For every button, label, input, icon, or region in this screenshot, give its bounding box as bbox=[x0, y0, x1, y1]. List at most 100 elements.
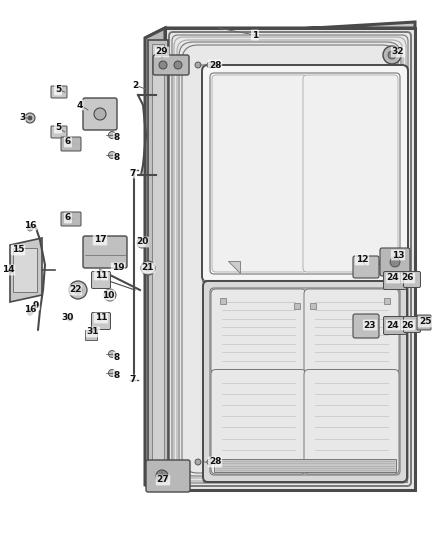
FancyBboxPatch shape bbox=[403, 317, 420, 333]
FancyBboxPatch shape bbox=[210, 73, 400, 274]
Bar bbox=[384, 459, 390, 465]
Text: 4: 4 bbox=[77, 101, 83, 109]
Text: 29: 29 bbox=[155, 47, 168, 56]
Text: 16: 16 bbox=[24, 305, 36, 314]
FancyBboxPatch shape bbox=[417, 315, 431, 330]
Text: 24: 24 bbox=[387, 320, 399, 329]
FancyBboxPatch shape bbox=[212, 75, 307, 272]
Circle shape bbox=[74, 286, 82, 294]
Text: 12: 12 bbox=[356, 255, 368, 264]
Circle shape bbox=[69, 281, 87, 299]
Text: 24: 24 bbox=[387, 273, 399, 282]
Circle shape bbox=[33, 302, 39, 308]
FancyBboxPatch shape bbox=[203, 281, 407, 482]
Text: 5: 5 bbox=[55, 85, 61, 94]
FancyBboxPatch shape bbox=[202, 65, 408, 282]
Circle shape bbox=[67, 315, 73, 321]
Text: 23: 23 bbox=[364, 320, 376, 329]
FancyBboxPatch shape bbox=[384, 271, 406, 289]
Bar bbox=[148, 40, 168, 485]
FancyBboxPatch shape bbox=[211, 369, 306, 474]
Circle shape bbox=[28, 116, 32, 120]
Bar bbox=[203, 66, 407, 482]
Text: 31: 31 bbox=[87, 327, 99, 336]
Circle shape bbox=[159, 61, 167, 69]
FancyBboxPatch shape bbox=[146, 460, 190, 492]
FancyBboxPatch shape bbox=[304, 289, 399, 374]
Text: 17: 17 bbox=[94, 236, 106, 245]
Circle shape bbox=[11, 266, 18, 273]
Text: 27: 27 bbox=[157, 475, 170, 484]
Circle shape bbox=[156, 470, 168, 482]
Bar bbox=[214, 459, 396, 472]
Text: 7: 7 bbox=[130, 168, 136, 177]
FancyBboxPatch shape bbox=[92, 312, 110, 329]
Polygon shape bbox=[10, 238, 42, 302]
Circle shape bbox=[109, 369, 116, 376]
Circle shape bbox=[195, 62, 201, 68]
Text: 6: 6 bbox=[65, 138, 71, 147]
Text: 8: 8 bbox=[114, 154, 120, 163]
Bar bbox=[152, 44, 164, 481]
FancyBboxPatch shape bbox=[61, 212, 81, 226]
Text: 9: 9 bbox=[33, 301, 39, 310]
Text: 25: 25 bbox=[419, 318, 431, 327]
Polygon shape bbox=[370, 261, 382, 273]
FancyBboxPatch shape bbox=[211, 289, 306, 374]
FancyBboxPatch shape bbox=[83, 98, 117, 130]
FancyBboxPatch shape bbox=[153, 55, 189, 75]
Circle shape bbox=[107, 293, 113, 297]
Circle shape bbox=[27, 225, 33, 231]
Text: 14: 14 bbox=[2, 265, 14, 274]
Circle shape bbox=[109, 351, 116, 358]
FancyBboxPatch shape bbox=[353, 314, 379, 338]
Text: 11: 11 bbox=[95, 271, 107, 279]
Circle shape bbox=[390, 257, 400, 267]
Text: 26: 26 bbox=[402, 273, 414, 282]
Circle shape bbox=[145, 265, 151, 271]
Text: 11: 11 bbox=[95, 313, 107, 322]
Text: 22: 22 bbox=[69, 286, 81, 295]
Circle shape bbox=[141, 261, 155, 275]
Text: 28: 28 bbox=[209, 61, 221, 69]
Circle shape bbox=[174, 61, 182, 69]
Text: 3: 3 bbox=[19, 114, 25, 123]
Polygon shape bbox=[145, 22, 415, 38]
Text: 16: 16 bbox=[24, 221, 36, 230]
FancyBboxPatch shape bbox=[92, 271, 110, 288]
Bar bbox=[384, 298, 390, 304]
Text: 2: 2 bbox=[132, 80, 138, 90]
Text: 1: 1 bbox=[252, 30, 258, 39]
Polygon shape bbox=[228, 261, 240, 273]
FancyBboxPatch shape bbox=[384, 317, 406, 335]
Text: 8: 8 bbox=[114, 133, 120, 142]
Text: 32: 32 bbox=[392, 47, 404, 56]
Circle shape bbox=[109, 151, 116, 158]
Bar bbox=[165, 28, 415, 490]
Text: 26: 26 bbox=[402, 320, 414, 329]
FancyBboxPatch shape bbox=[403, 271, 420, 287]
Circle shape bbox=[207, 459, 213, 465]
Bar bbox=[85, 330, 97, 340]
Text: 28: 28 bbox=[209, 457, 221, 466]
Text: 6: 6 bbox=[65, 214, 71, 222]
Text: 30: 30 bbox=[62, 313, 74, 322]
FancyBboxPatch shape bbox=[83, 236, 127, 268]
Bar bbox=[13, 248, 37, 292]
Bar bbox=[220, 298, 226, 304]
Text: 7: 7 bbox=[130, 376, 136, 384]
Circle shape bbox=[104, 289, 116, 301]
Circle shape bbox=[109, 132, 116, 139]
FancyBboxPatch shape bbox=[303, 75, 398, 272]
FancyBboxPatch shape bbox=[61, 137, 81, 151]
Circle shape bbox=[195, 459, 201, 465]
Text: 8: 8 bbox=[114, 370, 120, 379]
FancyBboxPatch shape bbox=[51, 86, 67, 98]
Text: 5: 5 bbox=[55, 124, 61, 133]
FancyBboxPatch shape bbox=[353, 256, 379, 278]
Text: 8: 8 bbox=[114, 352, 120, 361]
Text: 15: 15 bbox=[12, 246, 24, 254]
FancyBboxPatch shape bbox=[51, 126, 67, 138]
Polygon shape bbox=[145, 28, 165, 490]
Circle shape bbox=[207, 62, 213, 68]
